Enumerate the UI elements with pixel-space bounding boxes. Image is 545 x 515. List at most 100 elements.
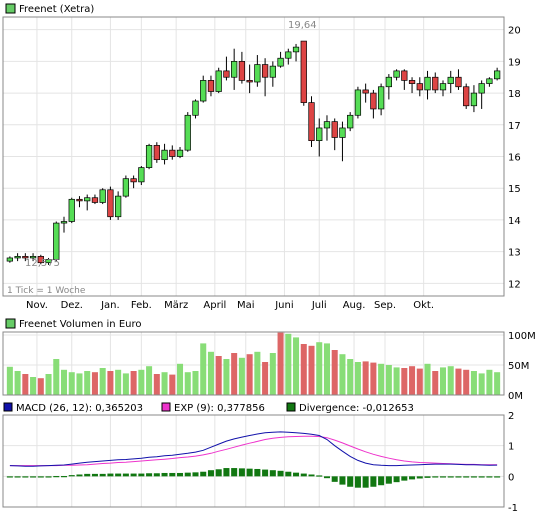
macd-y-tick-label: 1	[508, 442, 514, 453]
volume-bar	[238, 357, 245, 395]
macd-legend-label: MACD (26, 12): 0,365203	[16, 403, 143, 414]
x-tick-label: Nov.	[26, 300, 48, 311]
volume-y-axis: 0M 50M 100M	[508, 331, 536, 402]
divergence-bar	[22, 476, 29, 478]
candle-body	[145, 145, 153, 168]
volume-bar	[76, 373, 83, 395]
candle-body	[254, 64, 261, 83]
candle-body	[316, 127, 323, 141]
divergence-bar	[161, 472, 168, 477]
divergence-bar	[169, 472, 176, 477]
volume-bar	[409, 366, 416, 395]
divergence-bar	[463, 476, 470, 478]
volume-bar	[347, 359, 354, 395]
volume-bar	[285, 333, 292, 395]
volume-bar	[99, 368, 106, 395]
candle-body	[215, 70, 222, 92]
candle-body	[6, 257, 14, 262]
candle-body	[277, 57, 284, 67]
candle-body	[331, 121, 338, 138]
x-tick-label: Feb.	[131, 300, 152, 311]
volume-bar	[177, 363, 184, 395]
candle-body	[138, 167, 145, 183]
candle-body	[416, 83, 423, 91]
candle-body	[37, 256, 44, 264]
price-y-tick-label: 16	[508, 153, 521, 164]
volume-bar	[262, 362, 269, 395]
candle-body	[161, 149, 168, 161]
price-frame	[2, 16, 505, 297]
divergence-bars	[6, 468, 501, 488]
macd-y-tick-label: 0	[508, 472, 514, 483]
x-tick-label: Okt.	[413, 300, 434, 311]
divergence-bar	[409, 476, 416, 480]
macd-frame	[2, 414, 505, 508]
candle-body	[439, 83, 447, 91]
price-y-tick-label: 18	[508, 89, 521, 100]
volume-bar	[300, 344, 307, 395]
volume-bar	[200, 343, 207, 395]
candle-body	[53, 222, 60, 260]
interval-note: 1 Tick = 1 Woche	[7, 286, 86, 296]
divergence-bar	[370, 476, 377, 487]
volume-bar	[447, 366, 454, 395]
volume-bar	[455, 368, 462, 395]
divergence-bar	[300, 473, 307, 477]
x-tick-label: April	[203, 300, 226, 311]
divergence-legend-swatch	[286, 402, 296, 412]
volume-bar	[107, 371, 114, 395]
exp-legend-swatch	[161, 402, 171, 412]
divergence-bar	[138, 473, 145, 477]
divergence-bar	[262, 469, 269, 477]
volume-bar	[316, 342, 323, 395]
volume-title: Freenet Volumen in Euro	[19, 319, 141, 330]
x-axis-labels: Nov. Dez. Jan. Feb. März April Mai Juni Juli Aug.…	[26, 300, 434, 311]
volume-bar	[161, 372, 168, 395]
divergence-bar	[207, 470, 214, 477]
candle-body	[393, 70, 400, 78]
volume-bar	[60, 369, 68, 395]
divergence-bar	[122, 473, 129, 477]
divergence-bar	[192, 472, 199, 477]
divergence-bar	[308, 474, 315, 477]
macd-line	[9, 431, 498, 467]
candle-body	[432, 76, 439, 91]
volume-panel: Freenet Volumen in Euro 0M 50M 100M	[2, 318, 536, 402]
volume-y-tick-label: 0M	[508, 391, 523, 402]
volume-bar	[362, 361, 369, 395]
volume-bar	[30, 377, 37, 395]
divergence-bar	[99, 473, 106, 477]
divergence-bar	[316, 475, 323, 477]
divergence-bar	[293, 472, 300, 477]
candle-body	[153, 145, 160, 161]
candle-body	[323, 121, 331, 129]
divergence-bar	[215, 469, 222, 477]
divergence-bar	[339, 476, 346, 485]
volume-bar	[184, 372, 191, 395]
x-tick-label: Juni	[274, 300, 293, 311]
exp-line	[9, 435, 498, 467]
price-title: Freenet (Xetra)	[19, 4, 94, 15]
candle-body	[385, 76, 392, 88]
divergence-bar	[401, 476, 408, 481]
macd-lines	[9, 431, 498, 467]
macd-grid	[3, 414, 504, 508]
price-legend-swatch	[5, 3, 16, 14]
divergence-bar	[362, 476, 369, 488]
volume-bar	[354, 362, 361, 395]
volume-bar	[153, 374, 160, 395]
divergence-bar	[416, 476, 423, 479]
volume-bar	[115, 369, 122, 395]
candle-body	[463, 86, 470, 107]
volume-bar	[91, 372, 98, 395]
candle-body	[238, 61, 246, 81]
divergence-bar	[347, 476, 354, 487]
volume-bar	[45, 374, 52, 395]
x-tick-label: Aug.	[343, 300, 366, 311]
divergence-bar	[130, 473, 137, 477]
divergence-bar	[53, 476, 60, 478]
candle-body	[246, 80, 253, 83]
volume-legend-swatch	[5, 318, 16, 329]
macd-y-axis: -1 0 1 2	[508, 411, 518, 514]
volume-bar	[378, 363, 385, 395]
